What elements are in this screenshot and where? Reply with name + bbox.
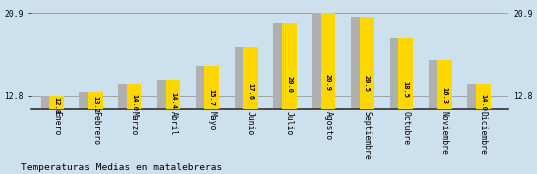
Bar [204, 66, 219, 174]
Bar [398, 38, 413, 174]
Bar [165, 80, 180, 174]
Text: 18.5: 18.5 [403, 81, 409, 98]
Text: 20.5: 20.5 [364, 75, 370, 92]
Bar [476, 84, 491, 174]
Bar [321, 13, 336, 174]
Bar [437, 60, 452, 174]
Bar [351, 17, 366, 174]
Bar [41, 96, 55, 174]
Text: 17.6: 17.6 [248, 83, 253, 100]
Bar [243, 47, 258, 174]
Text: 20.0: 20.0 [286, 76, 292, 93]
Bar [390, 38, 404, 174]
Bar [312, 13, 327, 174]
Text: 13.2: 13.2 [92, 96, 98, 113]
Bar [282, 22, 296, 174]
Text: 14.0: 14.0 [131, 94, 137, 111]
Bar [467, 84, 482, 174]
Bar [157, 80, 172, 174]
Text: 12.8: 12.8 [54, 97, 60, 114]
Bar [49, 96, 64, 174]
Bar [127, 84, 141, 174]
Text: 15.7: 15.7 [209, 89, 215, 106]
Bar [196, 66, 211, 174]
Bar [79, 92, 94, 174]
Text: Temperaturas Medias en matalebreras: Temperaturas Medias en matalebreras [21, 163, 223, 172]
Text: 14.4: 14.4 [170, 92, 176, 109]
Text: 14.0: 14.0 [480, 94, 487, 111]
Bar [359, 17, 374, 174]
Text: 16.3: 16.3 [441, 87, 447, 104]
Bar [118, 84, 133, 174]
Bar [273, 22, 288, 174]
Bar [88, 92, 103, 174]
Bar [429, 60, 444, 174]
Text: 20.9: 20.9 [325, 74, 331, 91]
Bar [235, 47, 249, 174]
